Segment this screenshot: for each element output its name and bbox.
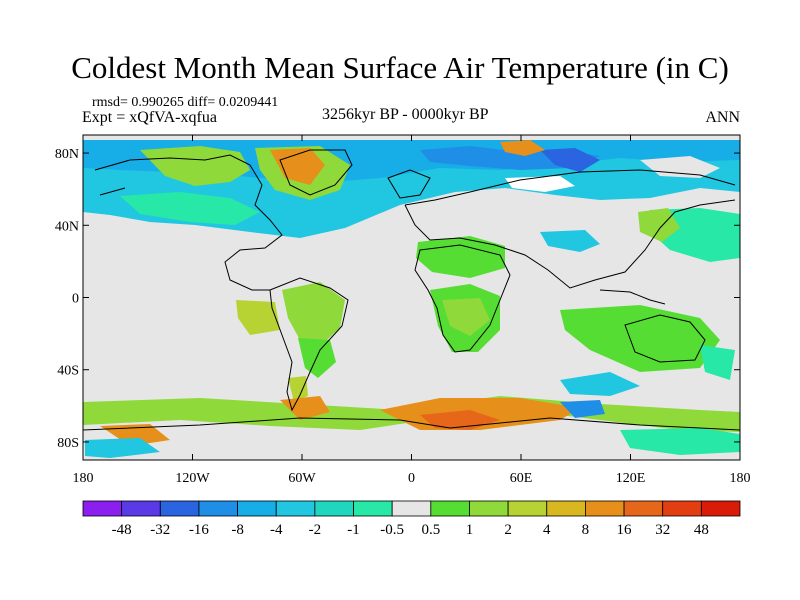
colorbar-swatch [391, 500, 432, 517]
anomaly-region [298, 338, 336, 378]
anomaly-region [560, 372, 640, 396]
anomaly-region [540, 230, 600, 252]
colorbar-label: -16 [189, 522, 209, 538]
colorbar-swatch [237, 500, 277, 517]
lat-tick-label: 80S [57, 436, 79, 451]
colorbar-swatch [662, 500, 702, 517]
anomaly-region [640, 156, 720, 178]
colorbar-label: -32 [150, 522, 170, 538]
colorbar-swatch [121, 500, 161, 517]
anomaly-region [270, 148, 325, 185]
anomaly-region [560, 400, 605, 418]
experiment-label: Expt = xQfVA-xqfua [82, 109, 217, 126]
lat-tick-label: 40S [57, 364, 79, 379]
anomaly-region [120, 192, 260, 225]
colorbar-swatch [585, 500, 625, 517]
anomaly-region [700, 345, 735, 380]
anomaly-region [500, 140, 545, 156]
colorbar-swatch [314, 500, 354, 517]
anomaly-region [85, 438, 160, 458]
colorbar-label: 0.5 [421, 522, 440, 538]
anomaly-region [416, 236, 505, 278]
lon-tick-label: 120W [175, 471, 210, 486]
colorbar-label: 8 [582, 522, 590, 538]
colorbar-swatch [275, 500, 316, 517]
anomaly-region [280, 396, 330, 420]
lon-tick-label: 0 [408, 471, 415, 486]
anomaly-region [236, 300, 280, 335]
colorbar-swatch [469, 500, 509, 517]
lon-tick-label: 180 [730, 471, 751, 486]
lat-tick-label: 0 [72, 292, 79, 307]
colorbar-swatch [198, 500, 238, 517]
colorbar-label: -0.5 [380, 522, 404, 538]
coastlines [83, 149, 740, 431]
colorbar-swatch [623, 500, 664, 517]
map-title: Coldest Month Mean Surface Air Temperatu… [71, 50, 729, 85]
colorbar-label: 2 [504, 522, 512, 538]
anomaly-region [288, 376, 308, 402]
colorbar-swatch [700, 500, 741, 517]
colorbar-label: -8 [231, 522, 244, 538]
anomaly-region [638, 208, 680, 242]
colorbar-label: -48 [112, 522, 132, 538]
season-label: ANN [705, 109, 740, 126]
colorbar-swatch [546, 500, 586, 517]
anomaly-region [442, 298, 490, 336]
colorbar-swatch [82, 500, 123, 517]
anomaly-region [83, 410, 740, 460]
stats-label: rmsd= 0.990265 diff= 0.0209441 [92, 95, 279, 110]
colorbar-swatch [430, 500, 470, 517]
colorbar-label: -1 [347, 522, 360, 538]
lon-tick-label: 180 [73, 471, 94, 486]
anomaly-region [560, 305, 720, 372]
lat-axis: 80N 40N 0 40S 80S [55, 147, 740, 451]
colorbar-label: 1 [466, 522, 474, 538]
colorbar-label: -4 [270, 522, 283, 538]
lat-tick-label: 80N [55, 147, 79, 162]
anomaly-field [83, 140, 740, 460]
anomaly-region [282, 282, 345, 348]
anomaly-region [540, 148, 600, 172]
colorbar-swatch [159, 500, 200, 517]
colorbar-label: 32 [655, 522, 670, 538]
colorbar: -48 -32 -16 -8 -4 -2 -1 -0.5 0.5 1 2 4 8 16 32 48 [82, 500, 741, 538]
colorbar-swatch [353, 500, 393, 517]
lon-tick-label: 120E [616, 471, 646, 486]
lon-tick-label: 60E [510, 471, 533, 486]
colorbar-label: 48 [694, 522, 709, 538]
anomaly-region [620, 428, 740, 455]
lon-axis: 180 120W 60W 0 60E 120E 180 [73, 135, 751, 486]
colorbar-label: 4 [543, 522, 551, 538]
lat-tick-label: 40N [55, 219, 79, 234]
colorbar-label: 16 [617, 522, 633, 538]
colorbar-label: -2 [309, 522, 322, 538]
lon-tick-label: 60W [288, 471, 316, 486]
period-label: 3256kyr BP - 0000kyr BP [322, 106, 489, 123]
colorbar-swatch [507, 500, 548, 517]
anomaly-region [100, 424, 170, 446]
